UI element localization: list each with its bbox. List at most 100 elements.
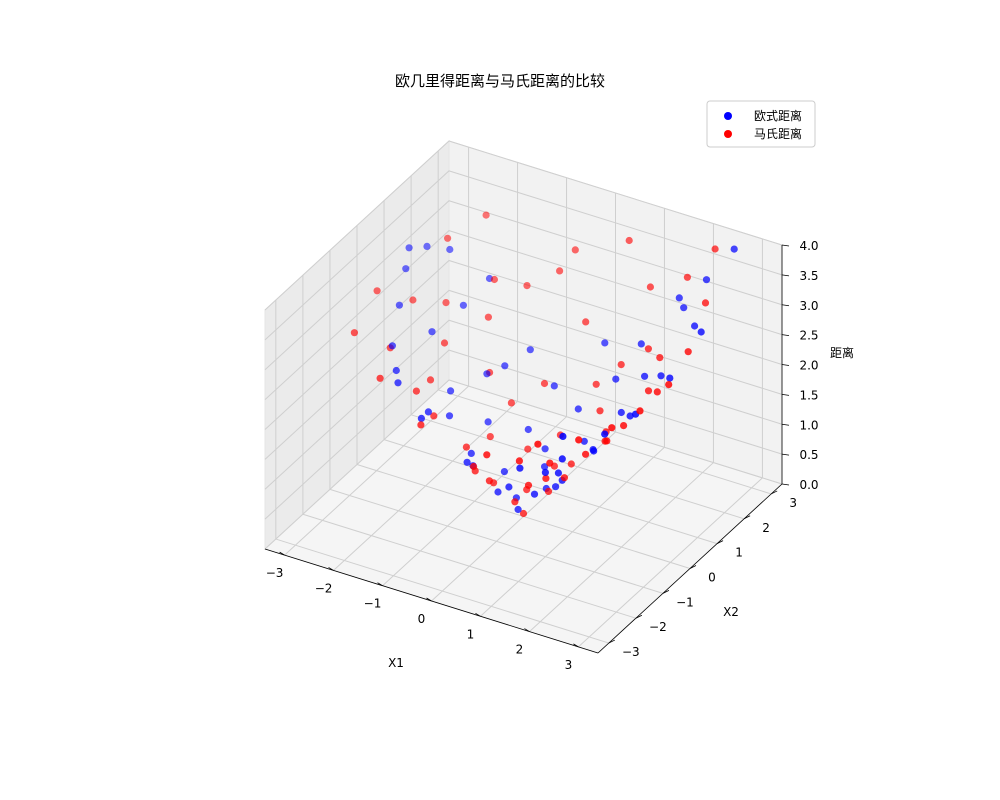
mahalanobis-point [409,296,417,304]
euclidean-point [554,469,563,477]
mahalanobis-point [524,481,533,489]
x-tick-label: −1 [364,597,382,611]
y-tick-mark [743,515,751,520]
x-axis-label: X1 [388,656,404,670]
z-tick-label: 2.5 [799,329,818,343]
y-tick-label: 3 [789,496,797,510]
grid-line-z [264,289,783,460]
legend-marker-mahalanobis [724,130,732,138]
euclidean-point [501,362,509,370]
x-tick-label: 0 [418,612,426,626]
euclidean-point [505,483,513,491]
x-tick-mark [377,582,383,587]
y-tick-label: −1 [676,595,694,609]
mahalanobis-point [430,412,438,420]
grid-line-z [264,319,783,490]
mahalanobis-point [711,245,719,253]
grid-line-z [264,140,783,311]
mahalanobis-point [426,376,435,384]
grid-line-z [264,379,783,550]
mahalanobis-point [560,474,569,482]
euclidean-point [580,437,588,445]
euclidean-point [514,505,522,514]
x-tick-mark [475,612,481,617]
x-tick-label: −2 [315,581,333,595]
z-axis-label: 距离 [830,345,854,360]
mahalanobis-point [546,459,554,467]
mahalanobis-point [571,246,579,254]
mahalanobis-point [644,387,653,395]
euclidean-point [447,387,455,395]
mahalanobis-point [483,451,491,459]
chart-title: 欧几里得距离与马氏距离的比较 [395,72,605,90]
mahalanobis-point [490,275,498,284]
euclidean-point [541,463,549,471]
z-tick-label: 3.5 [799,269,818,283]
euclidean-point [483,370,491,378]
mahalanobis-point [646,283,655,291]
z-tick-label: 2.0 [799,359,818,373]
euclidean-point [675,294,683,302]
euclidean-point [590,447,598,455]
mahalanobis-point [376,374,384,382]
euclidean-point [494,488,502,496]
y-tick-mark [635,614,643,619]
x-tick-mark [524,628,530,632]
mahalanobis-point [524,445,532,453]
mahalanobis-point [486,433,494,441]
euclidean-point [541,445,549,453]
mahalanobis-point [665,381,673,389]
euclidean-point [405,244,413,252]
z-tick-mark [781,334,790,337]
legend-marker-euclidean [724,112,732,120]
z-tick-mark [781,244,790,247]
z-tick-mark [781,274,790,277]
euclidean-point [402,265,410,273]
mahalanobis-point [442,299,450,307]
euclidean-point [617,408,625,417]
euclidean-point [463,458,471,466]
euclidean-point [666,374,674,382]
mahalanobis-point [470,462,478,471]
z-tick-mark [781,364,790,366]
mahalanobis-point [373,287,381,295]
euclidean-point [500,468,508,476]
mahalanobis-point [519,509,528,518]
y-tick-mark [608,639,616,644]
euclidean-point [423,242,431,250]
mahalanobis-point [582,318,590,326]
z-tick-label: 4.0 [799,239,818,253]
z-tick-mark [781,483,790,486]
mahalanobis-point [350,329,358,337]
mahalanobis-point [511,498,519,506]
y-tick-label: 2 [762,521,770,535]
mahalanobis-point [608,424,616,432]
legend-box [706,100,816,148]
z-tick-mark [781,453,790,456]
mahalanobis-point [620,422,628,430]
z-tick-label: 1.0 [799,418,818,432]
y-tick-mark [770,490,778,495]
euclidean-point [550,382,558,390]
euclidean-point [702,276,711,284]
z-tick-label: 3.0 [799,299,818,313]
grid-line-z [264,349,783,520]
euclidean-point [417,414,425,422]
y-axis-label: X2 [723,605,739,619]
euclidean-point [467,449,475,457]
euclidean-point [388,342,396,350]
euclidean-point [530,490,539,498]
mahalanobis-point [482,211,490,219]
mahalanobis-point [575,436,583,444]
euclidean-point [601,430,609,438]
mahalanobis-point [542,474,550,482]
euclidean-point [691,322,699,330]
legend: 欧式距离 马氏距离 [706,100,816,148]
y-tick-label: 0 [708,571,716,585]
z-tick-label: 0.0 [799,478,818,492]
mahalanobis-point [636,407,644,415]
mahalanobis-point [653,388,661,396]
mahalanobis-point [515,457,524,465]
x-tick-label: 2 [516,643,524,657]
